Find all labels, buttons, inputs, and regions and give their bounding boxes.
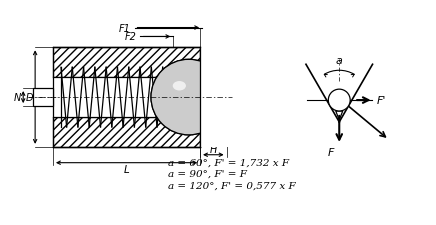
Polygon shape [33,89,53,107]
Text: F2: F2 [125,32,136,42]
Text: F: F [328,147,334,157]
Text: D: D [26,93,33,103]
Text: N: N [14,93,21,103]
Text: a = 120°, F' = 0,577 x F: a = 120°, F' = 0,577 x F [168,181,296,190]
Polygon shape [53,48,200,78]
Circle shape [151,60,227,135]
Text: a = 60°, F' = 1,732 x F: a = 60°, F' = 1,732 x F [168,158,290,166]
Circle shape [328,90,350,112]
Text: D1: D1 [219,93,233,103]
Text: a = 90°, F' = F: a = 90°, F' = F [168,169,247,178]
Text: L: L [124,164,129,174]
Text: F': F' [377,96,386,106]
Text: F1: F1 [119,23,130,33]
Text: a: a [336,56,343,66]
Text: H: H [210,144,217,154]
Polygon shape [336,112,343,120]
Polygon shape [53,78,200,117]
Circle shape [151,60,227,135]
Ellipse shape [173,82,186,91]
Polygon shape [201,48,243,147]
Polygon shape [53,117,200,147]
